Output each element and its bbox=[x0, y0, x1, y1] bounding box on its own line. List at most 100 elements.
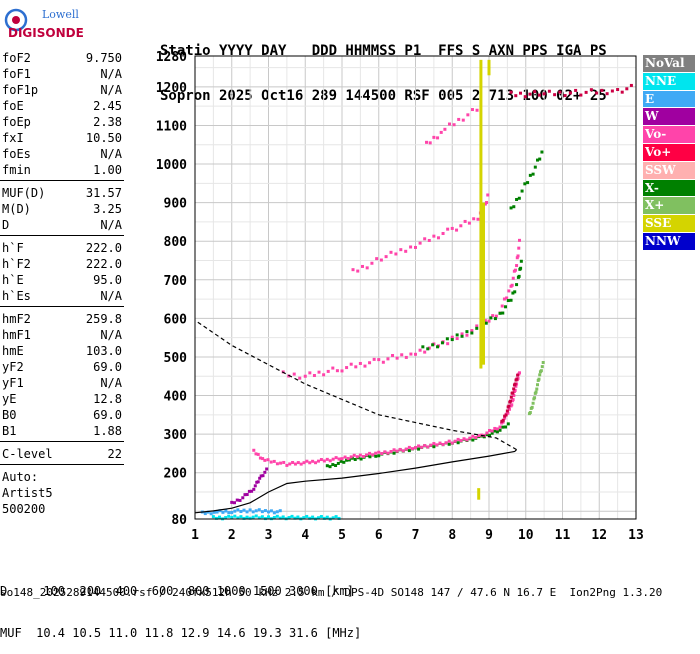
echo-3hop-o bbox=[455, 228, 459, 232]
echo-2hop-o bbox=[516, 254, 520, 258]
trace-vo bbox=[435, 443, 439, 447]
trace-vo bbox=[447, 439, 451, 443]
param-label: hmE bbox=[2, 344, 24, 358]
trace-vo bbox=[261, 457, 265, 461]
trace-x bbox=[541, 361, 545, 365]
param-value: 69.0 bbox=[93, 408, 122, 422]
logo-ring bbox=[4, 8, 28, 32]
trace-vo bbox=[474, 435, 478, 439]
echo-2hop-o bbox=[345, 366, 349, 370]
echo-4hop-o bbox=[461, 118, 465, 122]
echo-2hop-x bbox=[460, 334, 464, 338]
param-value: 1.00 bbox=[93, 163, 122, 177]
echo-3hop-o bbox=[476, 217, 480, 221]
trace-vo bbox=[349, 455, 353, 459]
trace-vo bbox=[355, 455, 359, 459]
trace-vo bbox=[331, 457, 335, 461]
trace-vo bbox=[358, 453, 362, 457]
trace-vo bbox=[275, 462, 279, 466]
trace-vo bbox=[328, 459, 332, 463]
trace-vo bbox=[516, 373, 520, 377]
echo-2hop-o bbox=[368, 361, 372, 365]
param-row: C-level 22 bbox=[0, 446, 124, 462]
trace-x bbox=[374, 454, 378, 458]
trace-vo bbox=[512, 387, 516, 391]
echo-4hop-upper bbox=[629, 83, 633, 87]
trace-x bbox=[359, 457, 363, 461]
echo-2hop-o bbox=[450, 335, 454, 339]
echo-4hop-o bbox=[447, 122, 451, 126]
echo-2hop-o bbox=[363, 364, 367, 368]
y-tick-label: 1200 bbox=[156, 81, 187, 96]
trace-vo bbox=[462, 437, 466, 441]
param-label: hmF1 bbox=[2, 328, 31, 342]
trace-w bbox=[258, 476, 262, 480]
x-tick-label: 12 bbox=[591, 528, 607, 543]
trace-e bbox=[236, 508, 240, 512]
trace-w bbox=[256, 480, 260, 484]
echo-4hop-upper bbox=[605, 92, 609, 96]
y-tick-label: 1100 bbox=[156, 119, 187, 134]
trace-nne bbox=[325, 515, 329, 519]
trace-vo bbox=[493, 426, 497, 430]
param-label: foF2 bbox=[2, 51, 31, 65]
param-label: foF1p bbox=[2, 83, 39, 97]
echo-3hop-o bbox=[485, 201, 489, 205]
chart-marks bbox=[194, 59, 633, 521]
muf-row: MUF 10.4 10.5 11.0 11.8 12.9 14.6 19.3 3… bbox=[0, 626, 362, 640]
trace-vo bbox=[322, 459, 326, 463]
echo-3hop-x bbox=[533, 165, 537, 169]
echo-2hop-o bbox=[418, 348, 422, 352]
trace-nne bbox=[218, 515, 221, 519]
echo-2hop-o bbox=[340, 369, 344, 373]
param-row: hmF1 N/A bbox=[0, 327, 124, 343]
trace-vo bbox=[361, 455, 365, 459]
logo-line2: DIGISONDE bbox=[8, 26, 84, 40]
echo-3hop-x bbox=[526, 181, 530, 185]
echo-2hop-x bbox=[484, 321, 488, 325]
echo-4hop-o bbox=[457, 117, 461, 121]
echo-2hop-o bbox=[483, 319, 487, 323]
echo-2hop-x bbox=[501, 311, 505, 315]
param-row: h`F 222.0 bbox=[0, 240, 124, 256]
echo-2hop-x bbox=[470, 331, 474, 335]
trace-w bbox=[263, 470, 267, 474]
trace-vo bbox=[296, 461, 300, 465]
trace-nne bbox=[254, 514, 258, 518]
param-value: N/A bbox=[100, 83, 122, 97]
echo-2hop-x bbox=[493, 317, 497, 321]
trace-vo bbox=[343, 455, 347, 459]
echo-2hop-o bbox=[381, 360, 385, 364]
echo-2hop-x bbox=[426, 347, 430, 351]
trace-nne bbox=[272, 515, 276, 519]
param-row: foEs N/A bbox=[0, 146, 124, 162]
trace-vo bbox=[511, 398, 515, 402]
x-tick-label: 13 bbox=[628, 528, 644, 543]
true-height-profile bbox=[194, 449, 518, 514]
param-value: 3.25 bbox=[93, 202, 122, 216]
trace-vo bbox=[266, 458, 270, 462]
echo-3hop-o bbox=[423, 237, 427, 241]
trace-x bbox=[538, 373, 542, 377]
echo-2hop-x bbox=[519, 266, 523, 270]
echo-4hop-upper bbox=[533, 90, 537, 94]
legend-item-vo: Vo- bbox=[643, 126, 695, 143]
trace-vo bbox=[352, 453, 356, 457]
echo-3hop-o bbox=[409, 245, 413, 249]
x-tick-label: 3 bbox=[265, 528, 273, 543]
echo-3hop-x bbox=[509, 206, 513, 210]
trace-x bbox=[506, 422, 510, 426]
trace-w bbox=[233, 501, 237, 505]
echo-2hop-o bbox=[322, 373, 326, 377]
echo-2hop-o bbox=[515, 256, 519, 260]
trace-nne bbox=[224, 516, 228, 520]
echo-3hop-o bbox=[414, 245, 417, 249]
profile-extrapolation bbox=[194, 319, 517, 451]
trace-e bbox=[278, 509, 282, 513]
param-label: yF2 bbox=[2, 360, 24, 374]
trace-e bbox=[239, 509, 243, 513]
trace-vo bbox=[509, 395, 513, 399]
echo-2hop-o bbox=[491, 314, 495, 318]
trace-nne bbox=[242, 516, 246, 520]
echo-3hop-o bbox=[365, 266, 369, 270]
